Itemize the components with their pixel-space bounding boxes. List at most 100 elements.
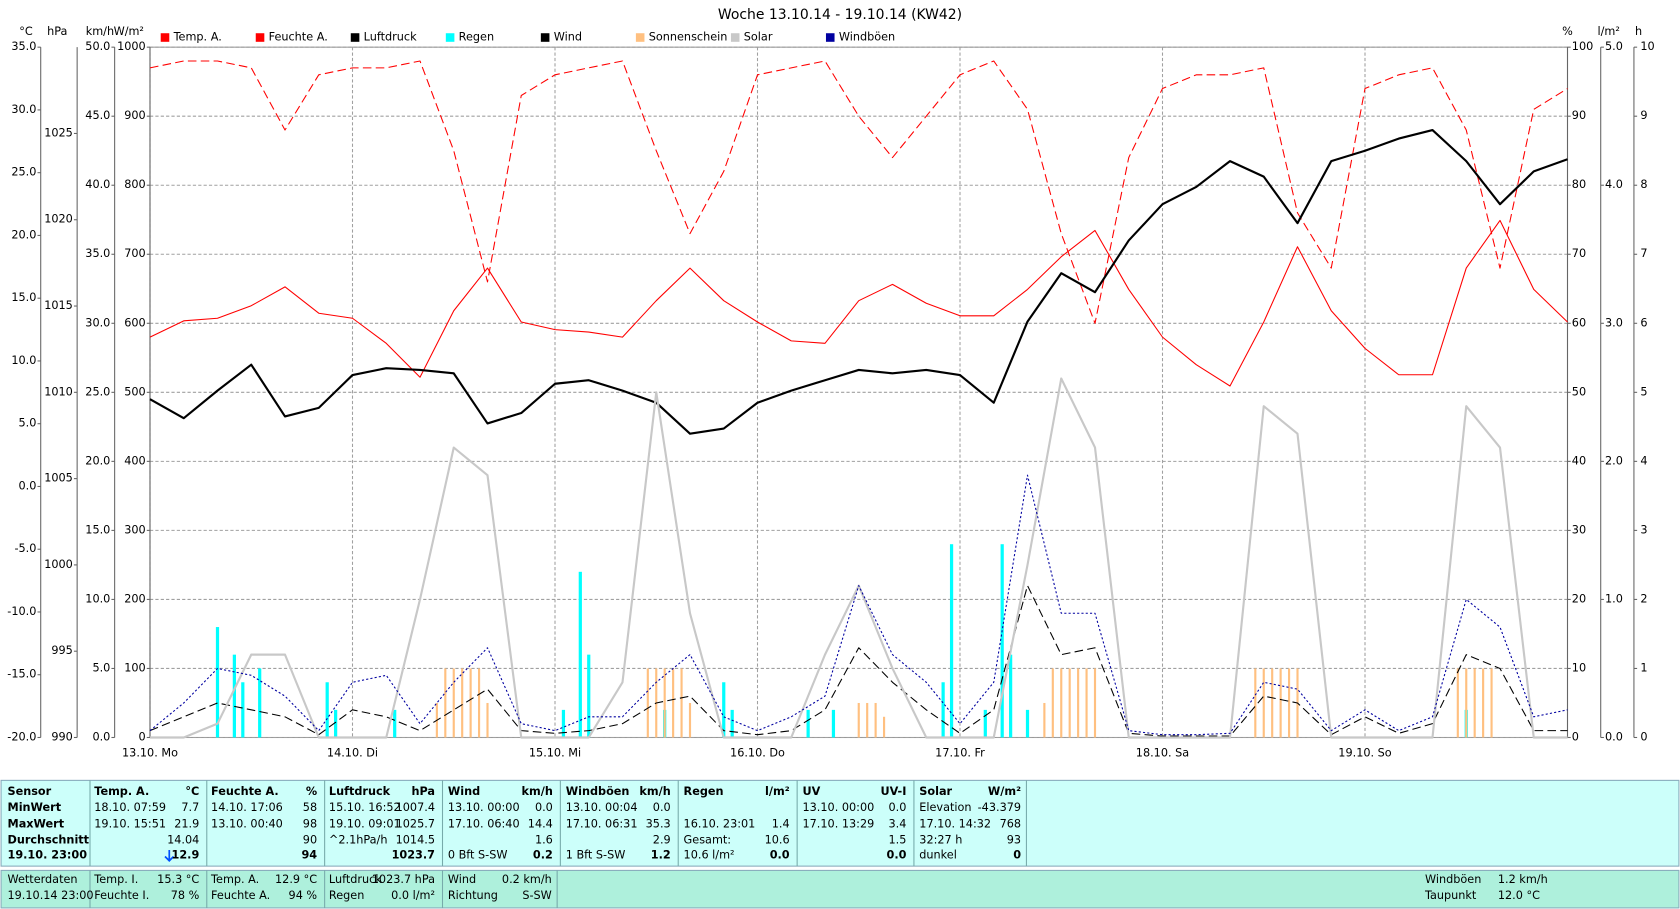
- y-tick-label: 0: [139, 730, 146, 743]
- axis-unit: hPa: [47, 25, 67, 38]
- stat-value: 10.6: [765, 833, 790, 846]
- y-tick-label: 1010: [44, 385, 73, 398]
- y-tick-label: -15.0: [7, 668, 36, 681]
- stat-note: 17.10. 14:32: [919, 817, 991, 830]
- bar: [857, 702, 860, 738]
- footer-value: S-SW: [522, 889, 551, 902]
- y-tick-label: 35.0: [11, 40, 36, 53]
- legend-swatch: [730, 33, 740, 42]
- legend-swatch: [445, 33, 455, 42]
- y-tick-label: 3.0: [1605, 316, 1623, 329]
- footer-label: Feuchte A.: [211, 889, 270, 902]
- stat-value: 14.4: [528, 817, 553, 830]
- bar: [1279, 668, 1282, 738]
- bar: [1077, 668, 1080, 738]
- y-tick-label: 40: [1572, 454, 1586, 467]
- y-tick-label: -10.0: [7, 605, 36, 618]
- bar: [874, 702, 877, 738]
- footer-label: Feuchte I.: [94, 889, 149, 902]
- stat-value: 1023.7: [392, 848, 435, 861]
- axis-unit: l/m²: [1598, 25, 1620, 38]
- bar: [688, 702, 692, 738]
- footer-value: 1023.7 hPa: [372, 873, 435, 886]
- y-tick-label: 0: [1572, 730, 1579, 743]
- legend-label: Regen: [459, 31, 494, 44]
- bar: [806, 709, 810, 738]
- bar: [949, 544, 954, 738]
- bar: [722, 682, 726, 738]
- stat-note: 13.10. 00:00: [803, 801, 875, 814]
- bar: [1262, 668, 1265, 738]
- footer-label: Luftdruck: [329, 873, 382, 886]
- column-unit: %: [306, 785, 317, 798]
- stat-note: 32:27 h: [919, 833, 962, 846]
- bar: [1025, 709, 1030, 738]
- stat-value: 1025.7: [396, 817, 435, 830]
- footer-value: 94 %: [289, 889, 318, 902]
- footer-label: Temp. A.: [210, 873, 259, 886]
- bar: [680, 668, 683, 738]
- stat-value: 768: [1000, 817, 1021, 830]
- bar: [578, 571, 582, 738]
- axis-unit: °C: [19, 25, 33, 38]
- bar: [983, 709, 987, 738]
- axis-unit: W/m²: [114, 25, 144, 38]
- stat-value: 7.7: [181, 801, 199, 814]
- bar: [469, 668, 472, 738]
- footer-value: 78 %: [171, 889, 200, 902]
- column-unit: hPa: [411, 785, 435, 798]
- y-tick-label: 1025: [44, 126, 73, 139]
- stats-separators: [89, 780, 1027, 908]
- legend-label: Windböen: [839, 31, 895, 44]
- y-tick-label: 50.0: [85, 40, 110, 53]
- bar: [1254, 668, 1257, 738]
- x-tick-label: 14.10. Di: [327, 747, 378, 760]
- chart-title: Woche 13.10.14 - 19.10.14 (KW42): [718, 7, 962, 23]
- column-unit: W/m²: [988, 785, 1021, 798]
- stat-note: Gesamt:: [684, 833, 732, 846]
- bar: [941, 682, 945, 738]
- stat-note: 0 Bft S-SW: [448, 848, 508, 861]
- stat-note: 17.10. 13:29: [803, 817, 875, 830]
- y-tick-label: 400: [124, 454, 145, 467]
- column-title: Solar: [919, 785, 952, 798]
- bar: [646, 668, 649, 738]
- bar: [258, 668, 262, 738]
- footer-label: Wetterdaten: [8, 873, 78, 886]
- stat-value: 98: [303, 817, 317, 830]
- column-title: UV: [803, 785, 821, 798]
- y-tick-label: 10.0: [11, 354, 36, 367]
- stat-value: 0.0: [653, 801, 671, 814]
- bar: [587, 654, 591, 738]
- stat-note: 13.10. 00:04: [566, 801, 638, 814]
- trend-arrow: [164, 850, 175, 862]
- stat-value: 0.2: [533, 848, 553, 861]
- x-tick-label: 17.10. Fr: [935, 747, 985, 760]
- y-tick-label: 6: [1640, 316, 1647, 329]
- stat-value: 1.6: [535, 833, 553, 846]
- y-tick-label: 30: [1572, 523, 1586, 536]
- bar: [730, 709, 734, 738]
- y-tick-label: -5.0: [14, 542, 36, 555]
- bar: [1490, 668, 1493, 738]
- bar: [663, 668, 666, 738]
- footer-label: Windböen: [1425, 873, 1481, 886]
- y-tick-label: 15.0: [85, 523, 110, 536]
- y-tick-label: 200: [124, 592, 145, 605]
- y-tick-label: 1.0: [1605, 592, 1623, 605]
- y-tick-label: 1020: [44, 213, 73, 226]
- footer-value: 0.0 l/m²: [391, 889, 435, 902]
- y-tick-label: 1005: [44, 472, 73, 485]
- bar: [1482, 668, 1485, 738]
- bar: [393, 709, 397, 738]
- stat-value: 1014.5: [396, 833, 435, 846]
- y-tick-label: 3: [1640, 523, 1647, 536]
- stat-value: 0.0: [889, 801, 907, 814]
- y-tick-label: 5.0: [1605, 40, 1623, 53]
- legend-label: Wind: [554, 31, 582, 44]
- y-tick-label: 4.0: [1605, 178, 1623, 191]
- footer-value: 12.9 °C: [275, 873, 317, 886]
- row-label: MaxWert: [8, 817, 65, 830]
